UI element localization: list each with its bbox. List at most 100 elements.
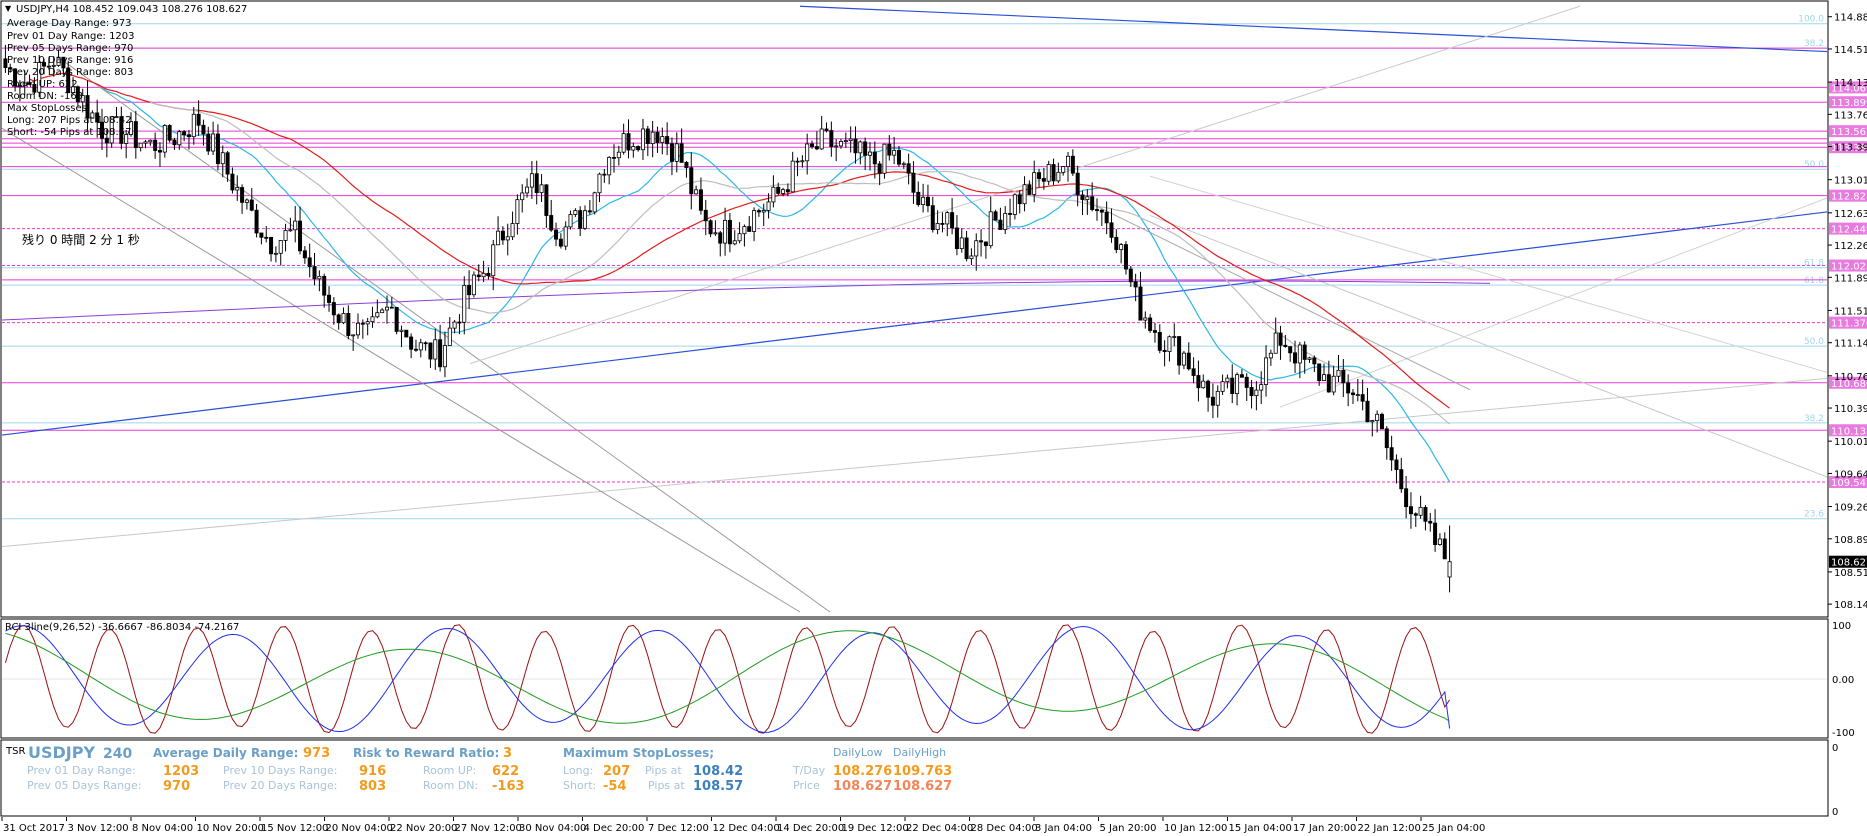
candle-body	[462, 285, 467, 323]
time-tick: 20 Nov 04:00	[326, 823, 393, 834]
fib-label: 50.0	[1804, 160, 1824, 170]
candle-body	[756, 210, 761, 213]
candle-body	[307, 257, 312, 267]
fib-label: 38.2	[1804, 39, 1824, 49]
candle-body	[1244, 376, 1249, 388]
tsr-prev20-label: Prev 20 Days Range:	[223, 779, 338, 792]
tsr-long-label: Long:	[563, 764, 593, 777]
candle-body	[1017, 194, 1022, 205]
candle-body	[8, 67, 13, 70]
candle-body	[1360, 394, 1365, 402]
candle-body	[1399, 469, 1404, 490]
rci-mid-line	[5, 625, 1451, 733]
candle-body	[66, 67, 71, 94]
level-label-bg	[1829, 259, 1867, 272]
level-label-bg	[1829, 476, 1867, 489]
candle-body	[254, 209, 259, 234]
trendline	[799, 5, 1828, 53]
rci-tick: 0.00	[1832, 675, 1854, 686]
tsr-tag: TSR	[5, 746, 25, 757]
candle-body	[1297, 344, 1302, 364]
candle-body	[1239, 374, 1244, 378]
candle-body	[839, 141, 844, 147]
candle-body	[549, 215, 554, 231]
ma-fast-cyan	[101, 87, 1451, 483]
candle-body	[399, 329, 404, 332]
candle-body	[708, 220, 713, 235]
candle-body	[42, 62, 47, 67]
candle-body	[539, 184, 544, 194]
time-tick: 17 Jan 20:00	[1293, 823, 1356, 834]
candle-body	[1085, 196, 1090, 200]
tsr-period: 240	[103, 746, 132, 762]
candle-body	[650, 131, 655, 145]
candle-body	[636, 146, 641, 151]
level-label-bg	[1829, 222, 1867, 235]
candle-body	[1056, 171, 1061, 182]
candle-body	[848, 138, 853, 141]
tsr-room-up-value: 622	[492, 764, 519, 779]
candle-body	[954, 227, 959, 250]
candle-body	[669, 143, 674, 162]
price-pane	[0, 0, 1829, 618]
candle-body	[583, 210, 588, 229]
candle-body	[27, 82, 32, 85]
info-line: Max StopLosses:	[7, 103, 90, 114]
candle-body	[969, 255, 974, 260]
current-price-bg	[1829, 555, 1867, 568]
candle-body	[438, 339, 443, 368]
candle-body	[829, 130, 834, 148]
tsr-pips-at-label: Pips at	[645, 764, 682, 777]
time-tick: 8 Nov 04:00	[132, 823, 193, 834]
candle-body	[805, 143, 810, 162]
candle-body	[660, 136, 665, 143]
candle-body	[544, 184, 549, 216]
current-price-label: 108.627	[1831, 558, 1867, 569]
candle-body	[1032, 172, 1037, 195]
candle-body	[157, 150, 162, 153]
level-label-bg	[1829, 189, 1867, 202]
candle-body	[689, 167, 694, 195]
candle-body	[215, 133, 220, 165]
candle-body	[90, 112, 95, 119]
chart-menu-icon[interactable]: ▼	[5, 4, 12, 13]
candle-body	[380, 309, 385, 314]
candle-body	[1090, 196, 1095, 210]
time-tick: 3 Nov 12:00	[68, 823, 129, 834]
candle-body	[1273, 332, 1278, 354]
tsr-price-label: Price	[793, 779, 820, 792]
rci-title: RCI 3line(9,26,52) -36.6667 -86.8034 -74…	[5, 622, 239, 633]
candle-body	[22, 82, 27, 86]
candle-body	[298, 220, 303, 252]
candle-body	[172, 139, 177, 146]
price-tick: 108.890	[1834, 535, 1867, 546]
price-tick: 111.510	[1834, 306, 1867, 317]
candle-body	[872, 151, 877, 165]
candle-body	[1355, 394, 1360, 396]
fib-label: 61.8	[1804, 259, 1824, 269]
candle-body	[230, 173, 235, 191]
candle-body	[901, 163, 906, 166]
candle-body	[46, 65, 51, 68]
candle-body	[153, 139, 158, 151]
candle-body	[322, 275, 327, 296]
candle-body	[1442, 538, 1447, 560]
candle-body	[843, 140, 848, 142]
candle-body	[505, 236, 510, 241]
candle-body	[1094, 209, 1099, 211]
candle-body	[1066, 155, 1071, 168]
time-tick: 10 Nov 20:00	[197, 823, 264, 834]
candle-body	[1012, 194, 1017, 215]
candle-body	[428, 342, 433, 360]
tsr-msl-label: Maximum StopLosses;	[563, 746, 714, 760]
candle-body	[481, 272, 486, 278]
candle-body	[1123, 244, 1128, 270]
candle-body	[1104, 211, 1109, 224]
candle-body	[525, 186, 530, 194]
candle-body	[486, 272, 491, 277]
candle-body	[133, 121, 138, 148]
candle-body	[1350, 392, 1355, 396]
candle-body	[476, 274, 481, 278]
tsr-adr-value: 973	[303, 746, 330, 761]
